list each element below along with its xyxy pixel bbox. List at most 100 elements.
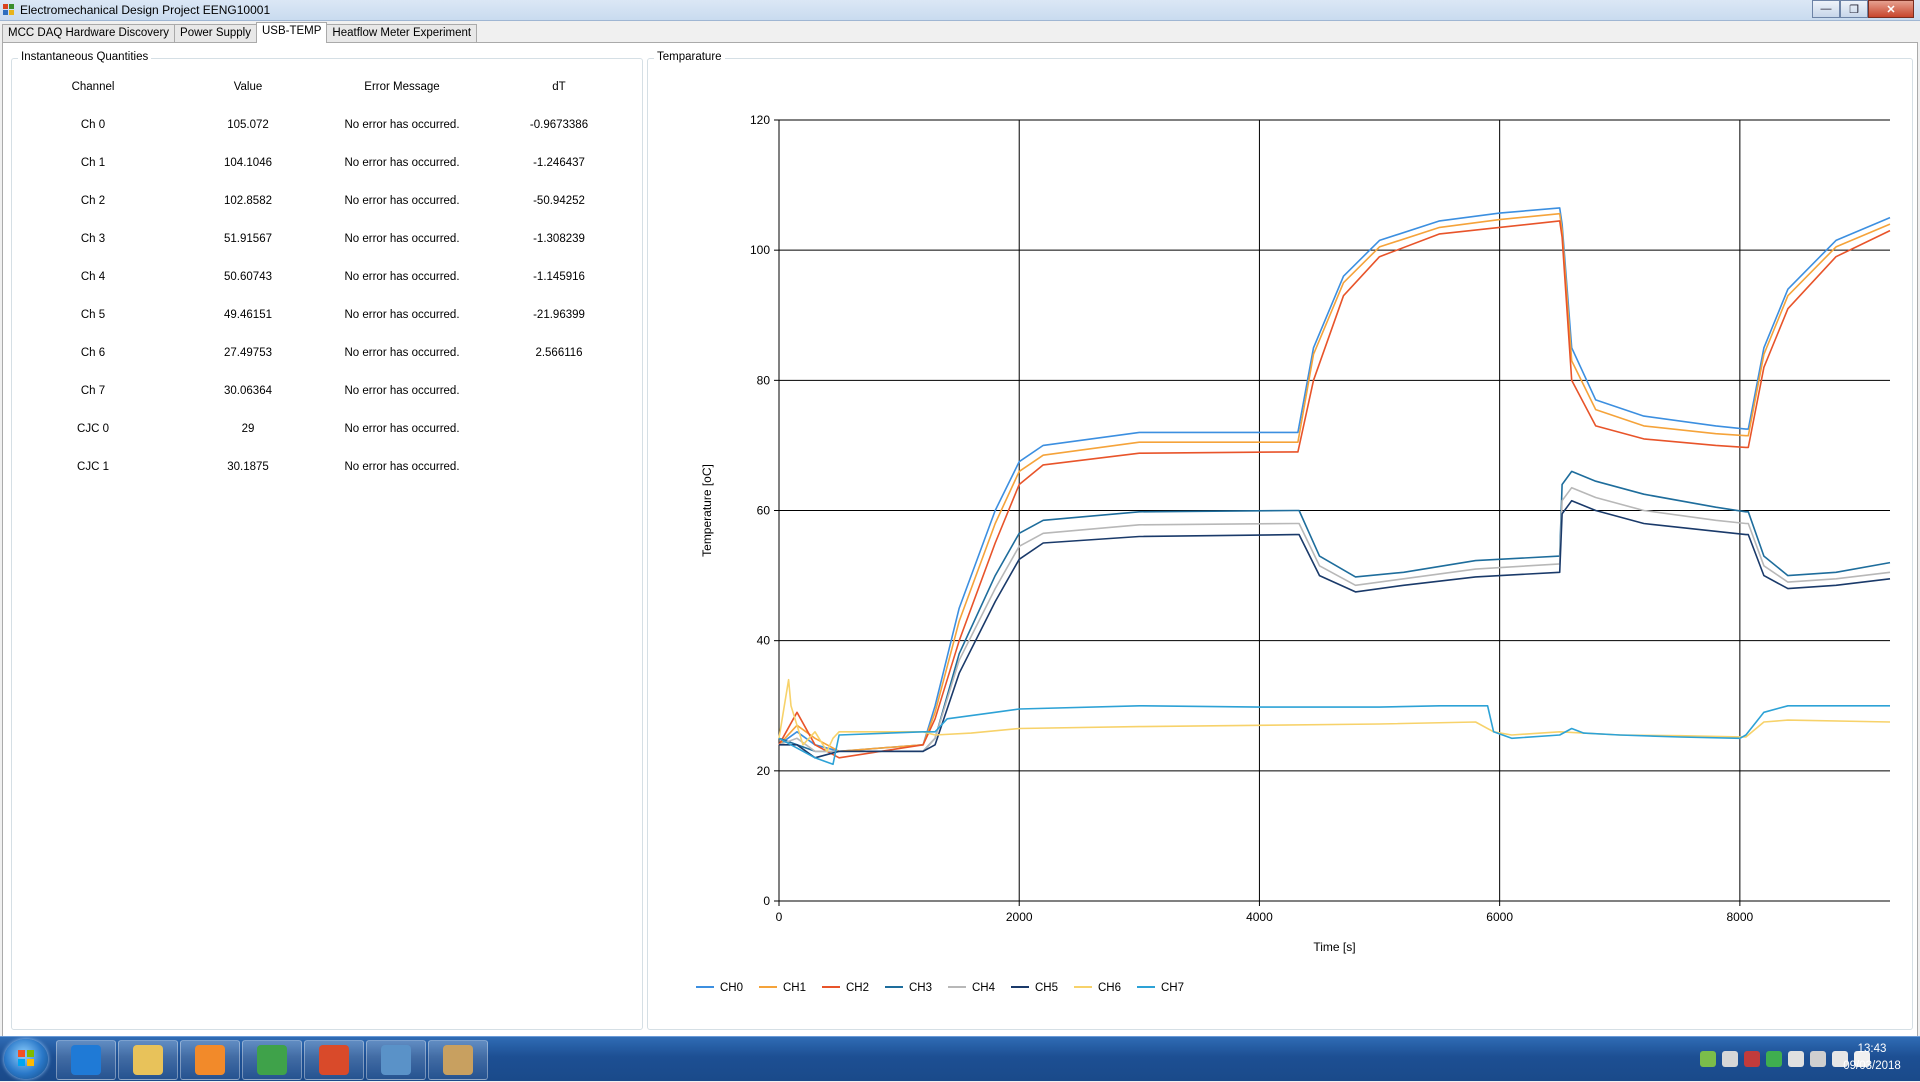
- taskbar-app-button[interactable]: [242, 1040, 302, 1080]
- instantaneous-quantities-group: Instantaneous Quantities Channel Value E…: [11, 51, 643, 1030]
- error-message-cell: No error has occurred.: [344, 423, 460, 435]
- value-cell: 105.072: [227, 119, 269, 131]
- clock-time: 13:43: [1857, 1043, 1887, 1055]
- legend-label: CH6: [1098, 982, 1121, 994]
- minimize-icon: —: [1820, 3, 1832, 15]
- system-tray: [1700, 1045, 1870, 1073]
- dt-cell: 2.566116: [535, 347, 583, 359]
- action-center-icon[interactable]: [1700, 1051, 1716, 1067]
- x-tick-label: 2000: [1006, 910, 1033, 924]
- usb-device-icon[interactable]: [1810, 1051, 1826, 1067]
- dt-cell: -1.308239: [533, 233, 585, 245]
- folder-icon: [133, 1045, 163, 1075]
- series-line-ch1: [778, 212, 1891, 753]
- legend-label: CH1: [783, 982, 806, 994]
- printer-icon[interactable]: [1722, 1051, 1738, 1067]
- series-line-ch5: [779, 499, 1891, 759]
- bluetooth-icon[interactable]: [1788, 1051, 1804, 1067]
- window-title: Electromechanical Design Project EENG100…: [20, 3, 271, 17]
- y-axis-label: Temperature [oC]: [700, 464, 714, 557]
- internet-explorer-icon: [71, 1045, 101, 1075]
- maximize-button[interactable]: ❐: [1840, 0, 1868, 18]
- error-message-cell: No error has occurred.: [344, 309, 460, 321]
- channel-cell: CJC 0: [77, 423, 109, 435]
- y-tick-label: 60: [757, 504, 771, 518]
- start-button[interactable]: [4, 1039, 48, 1079]
- volume-icon[interactable]: [1854, 1051, 1870, 1067]
- tab-power-supply[interactable]: Power Supply: [174, 24, 257, 42]
- clock[interactable]: 13:43 09/03/2018: [1832, 1041, 1912, 1075]
- app-icon: [319, 1045, 349, 1075]
- table-row: Ch 7 30.06364 No error has occurred.: [12, 385, 642, 405]
- error-message-cell: No error has occurred.: [344, 157, 460, 169]
- close-icon: ✕: [1886, 3, 1896, 16]
- temperature-group: Temparature 0 20 40 60 80 100 120 0 2000 4000 6000…: [647, 51, 1913, 1030]
- taskbar-app-button[interactable]: [304, 1040, 364, 1080]
- error-message-cell: No error has occurred.: [344, 461, 460, 473]
- tab-strip: MCC DAQ Hardware Discovery Power Supply …: [2, 22, 478, 43]
- app-icon: [3, 4, 14, 15]
- chrome-icon: [257, 1045, 287, 1075]
- header-error-message: Error Message: [364, 81, 440, 93]
- value-cell: 51.91567: [224, 233, 272, 245]
- taskbar-app-button[interactable]: [118, 1040, 178, 1080]
- error-message-cell: No error has occurred.: [344, 195, 460, 207]
- table-row: Ch 4 50.60743 No error has occurred. -1.145…: [12, 271, 642, 291]
- table-row: Ch 2 102.8582 No error has occurred. -50.94…: [12, 195, 642, 215]
- tab-heatflow-meter-experiment[interactable]: Heatflow Meter Experiment: [326, 24, 478, 42]
- security-icon[interactable]: [1744, 1051, 1760, 1067]
- table-header: Channel Value Error Message dT: [12, 81, 642, 101]
- usb-temp-tab-page: Instantaneous Quantities Channel Value E…: [2, 42, 1918, 1038]
- series-line-ch4: [778, 486, 1891, 753]
- series-line-ch6: [778, 678, 1891, 753]
- error-message-cell: No error has occurred.: [344, 347, 460, 359]
- error-message-cell: No error has occurred.: [344, 385, 460, 397]
- x-axis-label: Time [s]: [1313, 940, 1355, 954]
- y-tick-label: 100: [750, 243, 770, 257]
- network-icon[interactable]: [1832, 1051, 1848, 1067]
- group-title: Instantaneous Quantities: [18, 51, 152, 63]
- channel-cell: Ch 2: [80, 195, 106, 207]
- minimize-button[interactable]: —: [1812, 0, 1840, 18]
- channel-cell: Ch 6: [80, 347, 106, 359]
- value-cell: 102.8582: [224, 195, 272, 207]
- series-line-ch2: [778, 220, 1891, 759]
- value-cell: 29: [241, 423, 255, 435]
- value-cell: 27.49753: [224, 347, 272, 359]
- channel-cell: Ch 3: [80, 233, 106, 245]
- legend-label: CH0: [720, 982, 743, 994]
- series-line-ch7: [778, 704, 1890, 766]
- update-icon[interactable]: [1766, 1051, 1782, 1067]
- taskbar-app-button[interactable]: [180, 1040, 240, 1080]
- tab-mcc-daq-hardware-discovery[interactable]: MCC DAQ Hardware Discovery: [2, 24, 176, 42]
- y-tick-label: 120: [750, 113, 770, 127]
- channel-cell: Ch 0: [80, 119, 106, 131]
- temperature-chart: 0 20 40 60 80 100 120 0 2000 4000 6000 8000 Time [s]…: [696, 113, 1891, 994]
- error-message-cell: No error has occurred.: [344, 233, 460, 245]
- value-cell: 104.1046: [224, 157, 272, 169]
- series-line-ch3: [778, 470, 1891, 753]
- dt-cell: -50.94252: [533, 195, 585, 207]
- x-tick-label: 0: [776, 910, 783, 924]
- taskbar-app-button[interactable]: [428, 1040, 488, 1080]
- title-bar: Electromechanical Design Project EENG100…: [0, 0, 1920, 21]
- group-title: Temparature: [654, 51, 725, 63]
- tab-usb-temp[interactable]: USB-TEMP: [256, 22, 328, 43]
- channel-cell: Ch 4: [80, 271, 106, 283]
- header-dt: dT: [552, 81, 566, 93]
- y-tick-label: 0: [763, 894, 770, 908]
- table-row: CJC 1 30.1875 No error has occurred.: [12, 461, 642, 481]
- legend-label: CH7: [1161, 982, 1184, 994]
- media-player-icon: [195, 1045, 225, 1075]
- value-cell: 30.06364: [224, 385, 272, 397]
- window-controls: — ❐ ✕: [1812, 0, 1914, 18]
- table-row: Ch 1 104.1046 No error has occurred. -1.246…: [12, 157, 642, 177]
- error-message-cell: No error has occurred.: [344, 271, 460, 283]
- channel-cell: Ch 5: [80, 309, 106, 321]
- paint-icon: [443, 1045, 473, 1075]
- taskbar-app-button[interactable]: [56, 1040, 116, 1080]
- windows-logo-icon: [18, 1050, 34, 1066]
- close-button[interactable]: ✕: [1868, 0, 1914, 18]
- taskbar-app-button[interactable]: [366, 1040, 426, 1080]
- value-cell: 49.46151: [224, 309, 272, 321]
